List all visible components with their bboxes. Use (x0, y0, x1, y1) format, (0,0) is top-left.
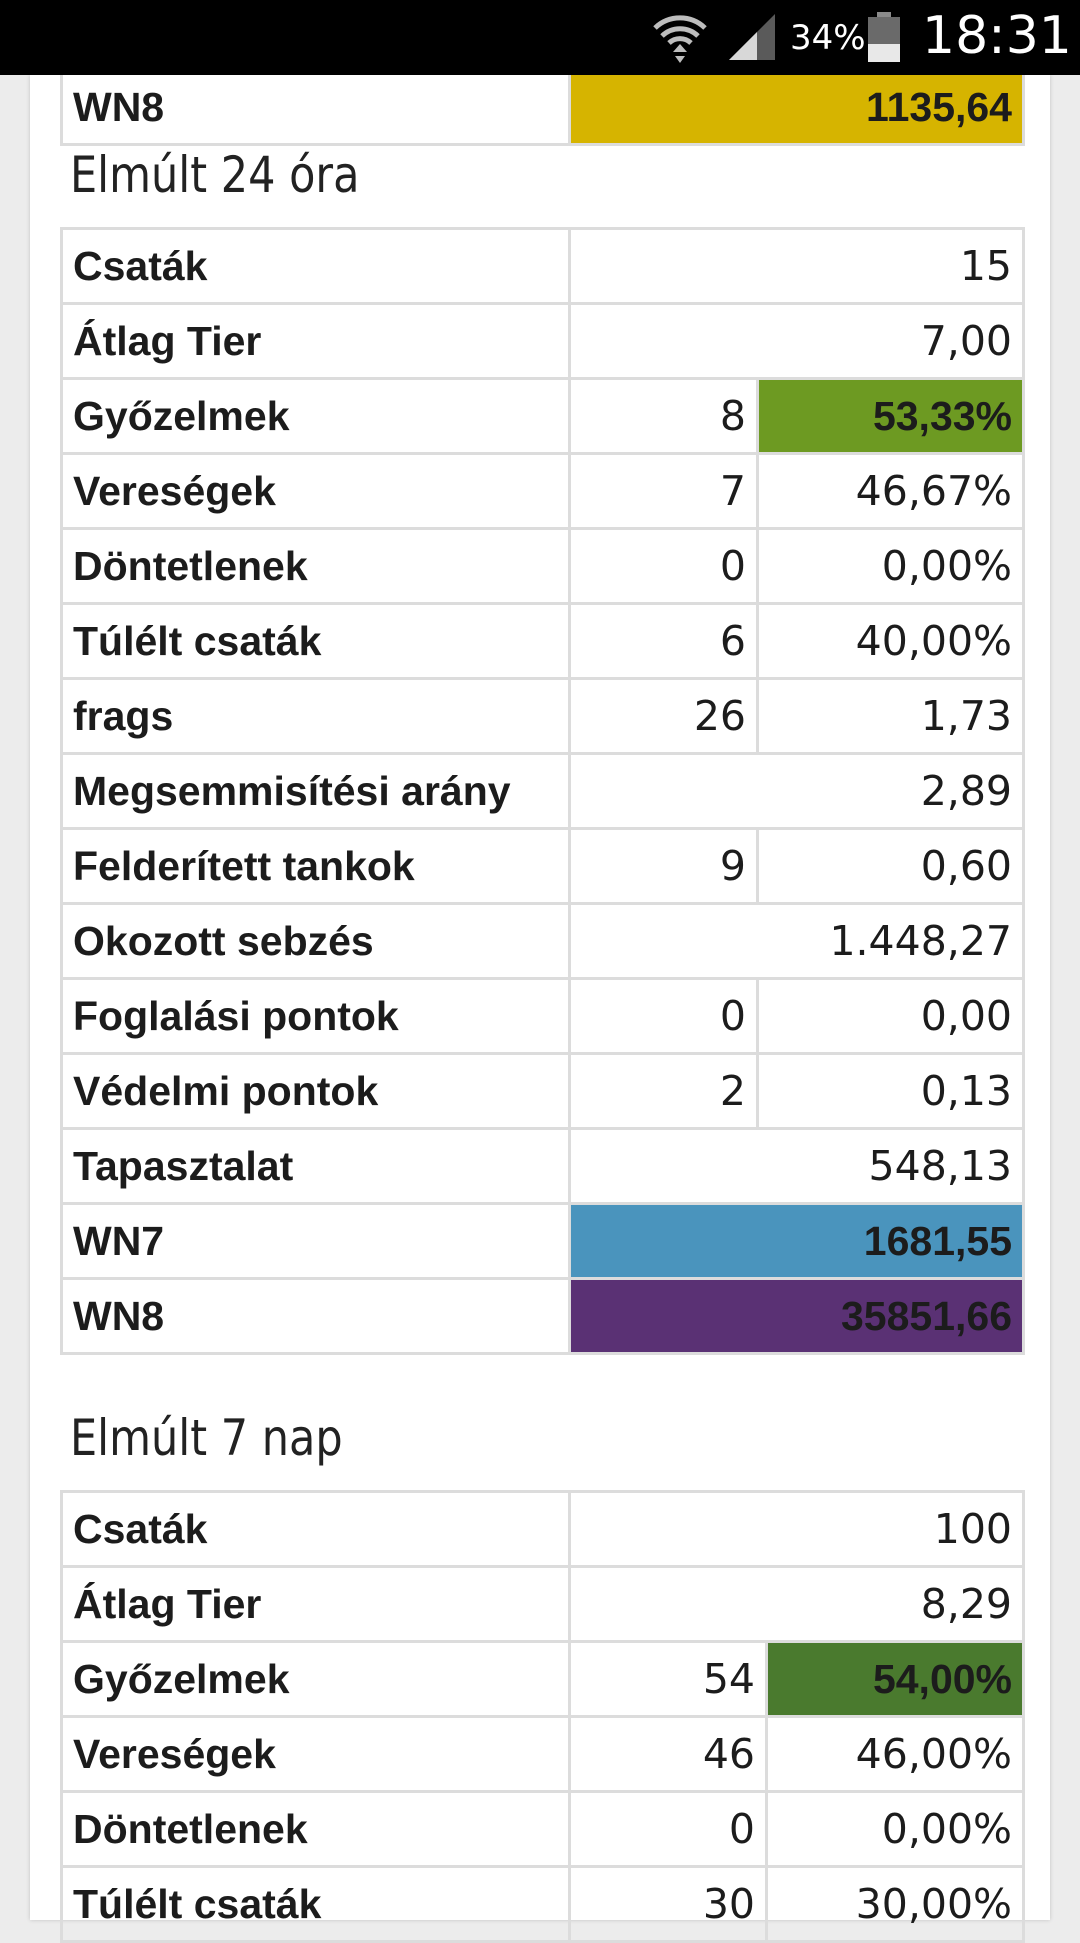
overall-stats-table-tail: WN8 1135,64 (60, 68, 1025, 146)
row-label: Okozott sebzés (60, 902, 571, 980)
row-label: Túlélt csaták (60, 1865, 571, 1943)
row-label: Győzelmek (60, 1640, 571, 1718)
table-row-vedelmi-pontok: Védelmi pontok 2 0,13 (60, 1052, 1026, 1130)
row-count: 8 (568, 377, 759, 455)
section-title-7d: Elmúlt 7 nap (70, 1409, 343, 1467)
table-row-frags: frags 26 1,73 (60, 677, 1026, 755)
row-value: 100 (567, 1490, 1026, 1568)
table-row-felderitett-tankok: Felderített tankok 9 0,60 (60, 827, 1026, 905)
table-row-tulelt-csatak: Túlélt csaták 6 40,00% (60, 602, 1026, 680)
table-row-tapasztalat: Tapasztalat 548,13 (60, 1127, 1026, 1205)
row-ratio: 0,60 (755, 827, 1026, 905)
status-bar: 34% 18:31 (0, 0, 1080, 75)
row-ratio: 0,00 (755, 977, 1026, 1055)
wn8-rating-badge: 1135,64 (568, 68, 1025, 146)
wn7-rating-badge: 1681,55 (567, 1202, 1026, 1280)
row-label: WN8 (60, 1277, 571, 1355)
row-label: Túlélt csaták (60, 602, 571, 680)
row-count: 26 (568, 677, 759, 755)
row-label: Győzelmek (60, 377, 571, 455)
row-ratio: 0,00% (764, 1790, 1026, 1868)
row-label: Átlag Tier (60, 1565, 571, 1643)
table-row-veresegek: Vereségek 7 46,67% (60, 452, 1026, 530)
table-row: WN8 1135,64 (60, 68, 1025, 146)
row-value: 15 (567, 227, 1026, 305)
row-label: Döntetlenek (60, 1790, 571, 1868)
table-row-atlag-tier: Átlag Tier 8,29 (60, 1565, 1026, 1643)
section-title-24h: Elmúlt 24 óra (70, 146, 360, 204)
row-ratio: 1,73 (755, 677, 1026, 755)
row-label: Foglalási pontok (60, 977, 571, 1055)
row-ratio: 0,00% (755, 527, 1026, 605)
table-row-tulelt-csatak: Túlélt csaták 30 30,00% (60, 1865, 1026, 1943)
table-row-dontetlenek: Döntetlenek 0 0,00% (60, 527, 1026, 605)
win-rate-badge: 54,00% (764, 1640, 1026, 1718)
row-label: WN7 (60, 1202, 571, 1280)
signal-icon (729, 14, 775, 60)
table-row-dontetlenek: Döntetlenek 0 0,00% (60, 1790, 1026, 1868)
row-label: Tapasztalat (60, 1127, 571, 1205)
row-ratio: 46,67% (755, 452, 1026, 530)
table-row-csatak: Csaták 15 (60, 227, 1026, 305)
clock: 18:31 (922, 6, 1072, 66)
row-value: 548,13 (567, 1127, 1026, 1205)
table-row-okozott-sebzes: Okozott sebzés 1.448,27 (60, 902, 1026, 980)
row-label: frags (60, 677, 571, 755)
table-row-wn8: WN8 35851,66 (60, 1277, 1026, 1355)
row-count: 0 (568, 977, 759, 1055)
row-count: 30 (568, 1865, 768, 1943)
table-row-foglalasi-pontok: Foglalási pontok 0 0,00 (60, 977, 1026, 1055)
row-count: 0 (568, 527, 759, 605)
wifi-icon (653, 15, 707, 63)
row-label: WN8 (60, 68, 571, 146)
row-label: Védelmi pontok (60, 1052, 571, 1130)
battery-icon (868, 12, 900, 62)
table-row-megsemmisitesi-arany: Megsemmisítési arány 2,89 (60, 752, 1026, 830)
row-count: 46 (568, 1715, 768, 1793)
table-row-veresegek: Vereségek 46 46,00% (60, 1715, 1026, 1793)
stats-table-24h: Csaták 15 Átlag Tier 7,00 Győzelmek 8 53,33% Ve… (60, 227, 1026, 1355)
row-count: 9 (568, 827, 759, 905)
table-row-atlag-tier: Átlag Tier 7,00 (60, 302, 1026, 380)
row-label: Megsemmisítési arány (60, 752, 571, 830)
row-ratio: 40,00% (755, 602, 1026, 680)
row-count: 2 (568, 1052, 759, 1130)
row-value: 2,89 (567, 752, 1026, 830)
row-label: Csaták (60, 1490, 571, 1568)
win-rate-badge: 53,33% (755, 377, 1026, 455)
row-ratio: 0,13 (755, 1052, 1026, 1130)
table-row-wn7: WN7 1681,55 (60, 1202, 1026, 1280)
stats-table-7d: Csaták 100 Átlag Tier 8,29 Győzelmek 54 54,00%… (60, 1490, 1026, 1943)
row-count: 6 (568, 602, 759, 680)
row-count: 0 (568, 1790, 768, 1868)
row-label: Felderített tankok (60, 827, 571, 905)
row-label: Döntetlenek (60, 527, 571, 605)
row-value: 1.448,27 (567, 902, 1026, 980)
table-row-gyozelmek: Győzelmek 54 54,00% (60, 1640, 1026, 1718)
row-label: Átlag Tier (60, 302, 571, 380)
row-count: 54 (568, 1640, 768, 1718)
row-value: 8,29 (567, 1565, 1026, 1643)
row-value: 7,00 (567, 302, 1026, 380)
row-ratio: 30,00% (764, 1865, 1026, 1943)
row-label: Vereségek (60, 1715, 571, 1793)
table-row-csatak: Csaták 100 (60, 1490, 1026, 1568)
battery-percent: 34% (790, 18, 866, 58)
row-ratio: 46,00% (764, 1715, 1026, 1793)
table-row-gyozelmek: Győzelmek 8 53,33% (60, 377, 1026, 455)
row-count: 7 (568, 452, 759, 530)
wn8-rating-badge: 35851,66 (567, 1277, 1026, 1355)
row-label: Csaták (60, 227, 571, 305)
row-label: Vereségek (60, 452, 571, 530)
